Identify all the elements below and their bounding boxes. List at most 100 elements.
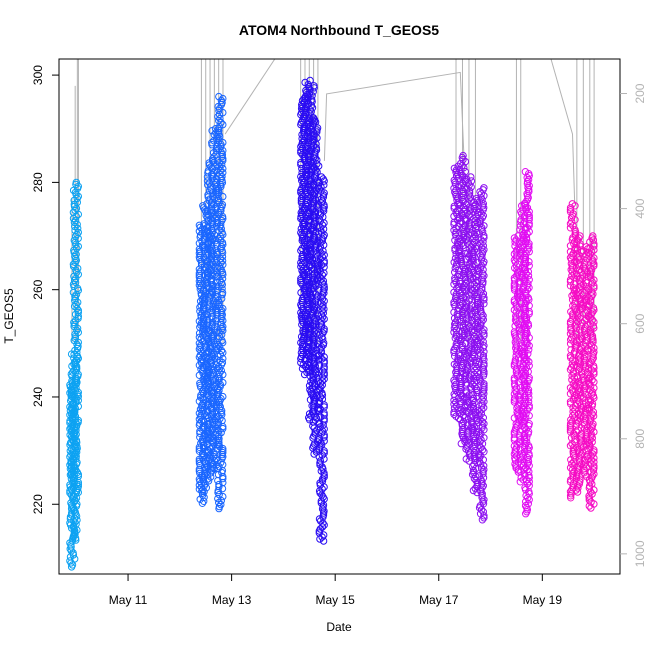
data-point: [465, 195, 473, 203]
data-point: [199, 242, 207, 250]
plot-frame: [58, 58, 621, 575]
data-point: [521, 448, 529, 456]
y-tick-label: 220: [31, 494, 45, 514]
data-point: [219, 424, 227, 433]
data-point: [478, 406, 486, 414]
data-point: [305, 416, 314, 424]
data-point: [572, 428, 581, 436]
data-point: [572, 486, 580, 494]
data-point: [215, 262, 224, 271]
data-point: [573, 316, 581, 324]
data-point: [320, 305, 328, 313]
data-point: [74, 314, 82, 323]
data-point: [320, 433, 328, 441]
data-point: [199, 406, 207, 414]
data-point: [74, 242, 83, 251]
data-point: [470, 204, 478, 213]
data-point: [586, 386, 594, 394]
series-points: [450, 151, 488, 524]
data-point: [472, 464, 480, 473]
data-point: [569, 222, 577, 230]
data-point: [525, 390, 533, 398]
data-point: [512, 464, 520, 472]
data-point: [207, 171, 216, 179]
data-point: [313, 168, 321, 176]
data-point: [69, 186, 78, 195]
data-point: [320, 401, 328, 409]
y2-tick-label: 800: [633, 428, 647, 448]
data-point: [585, 502, 593, 510]
data-point: [579, 305, 587, 313]
x-tick-label: May 19: [523, 593, 563, 607]
data-point: [469, 380, 477, 389]
chart-title: ATOM4 Northbound T_GEOS5: [239, 22, 439, 38]
data-point: [309, 122, 317, 130]
data-point: [480, 514, 488, 522]
data-point: [297, 276, 305, 285]
data-point: [309, 422, 317, 430]
data-point: [70, 506, 78, 514]
data-point: [585, 484, 593, 492]
data-point: [208, 217, 217, 225]
data-point: [217, 244, 225, 253]
data-point: [69, 532, 78, 540]
data-point: [317, 441, 326, 449]
data-point: [455, 270, 463, 278]
data-point: [215, 210, 223, 219]
data-point: [207, 397, 216, 405]
data-point: [457, 297, 465, 306]
data-point: [214, 234, 223, 243]
data-point: [475, 268, 483, 276]
x-axis: May 11 May 13 May 15 May 17 May 19: [109, 574, 563, 607]
data-point: [219, 138, 227, 147]
data-point: [304, 120, 313, 128]
data-point: [476, 252, 485, 260]
data-point: [310, 324, 318, 332]
data-point: [521, 336, 530, 344]
data-point: [525, 258, 533, 266]
data-point: [479, 328, 487, 336]
data-point: [297, 146, 305, 155]
data-point: [320, 521, 328, 529]
data-point: [581, 471, 589, 479]
data-point: [525, 308, 533, 316]
data-point: [209, 155, 217, 163]
data-point: [521, 202, 529, 210]
data-point: [475, 450, 483, 458]
data-point: [215, 92, 223, 101]
data-point: [464, 237, 473, 245]
data-point: [319, 519, 327, 527]
data-point: [219, 164, 227, 173]
data-point: [215, 342, 224, 351]
x-tick-label: May 15: [316, 593, 356, 607]
data-point: [216, 132, 224, 141]
data-point: [69, 424, 78, 433]
data-point: [457, 169, 465, 178]
data-points: [66, 76, 598, 571]
data-point: [215, 364, 224, 373]
data-point: [463, 283, 471, 291]
data-point: [511, 238, 519, 246]
data-point: [71, 258, 79, 267]
data-point: [480, 330, 488, 338]
y-tick-label: 280: [31, 172, 45, 192]
data-point: [320, 177, 328, 185]
data-point: [218, 178, 227, 187]
data-point: [516, 226, 524, 234]
data-point: [319, 233, 328, 241]
data-point: [472, 244, 481, 253]
data-point: [218, 290, 226, 299]
data-point: [215, 162, 223, 171]
data-point: [463, 299, 471, 307]
data-point: [70, 302, 79, 311]
data-point: [572, 342, 581, 350]
series-points: [66, 178, 83, 571]
data-point: [67, 563, 76, 571]
data-point: [69, 214, 78, 223]
data-point: [195, 371, 204, 379]
data-point: [469, 486, 478, 495]
data-point: [72, 536, 80, 544]
data-point: [521, 274, 529, 282]
pressure-transit-line: [323, 71, 466, 172]
data-point: [202, 484, 211, 492]
